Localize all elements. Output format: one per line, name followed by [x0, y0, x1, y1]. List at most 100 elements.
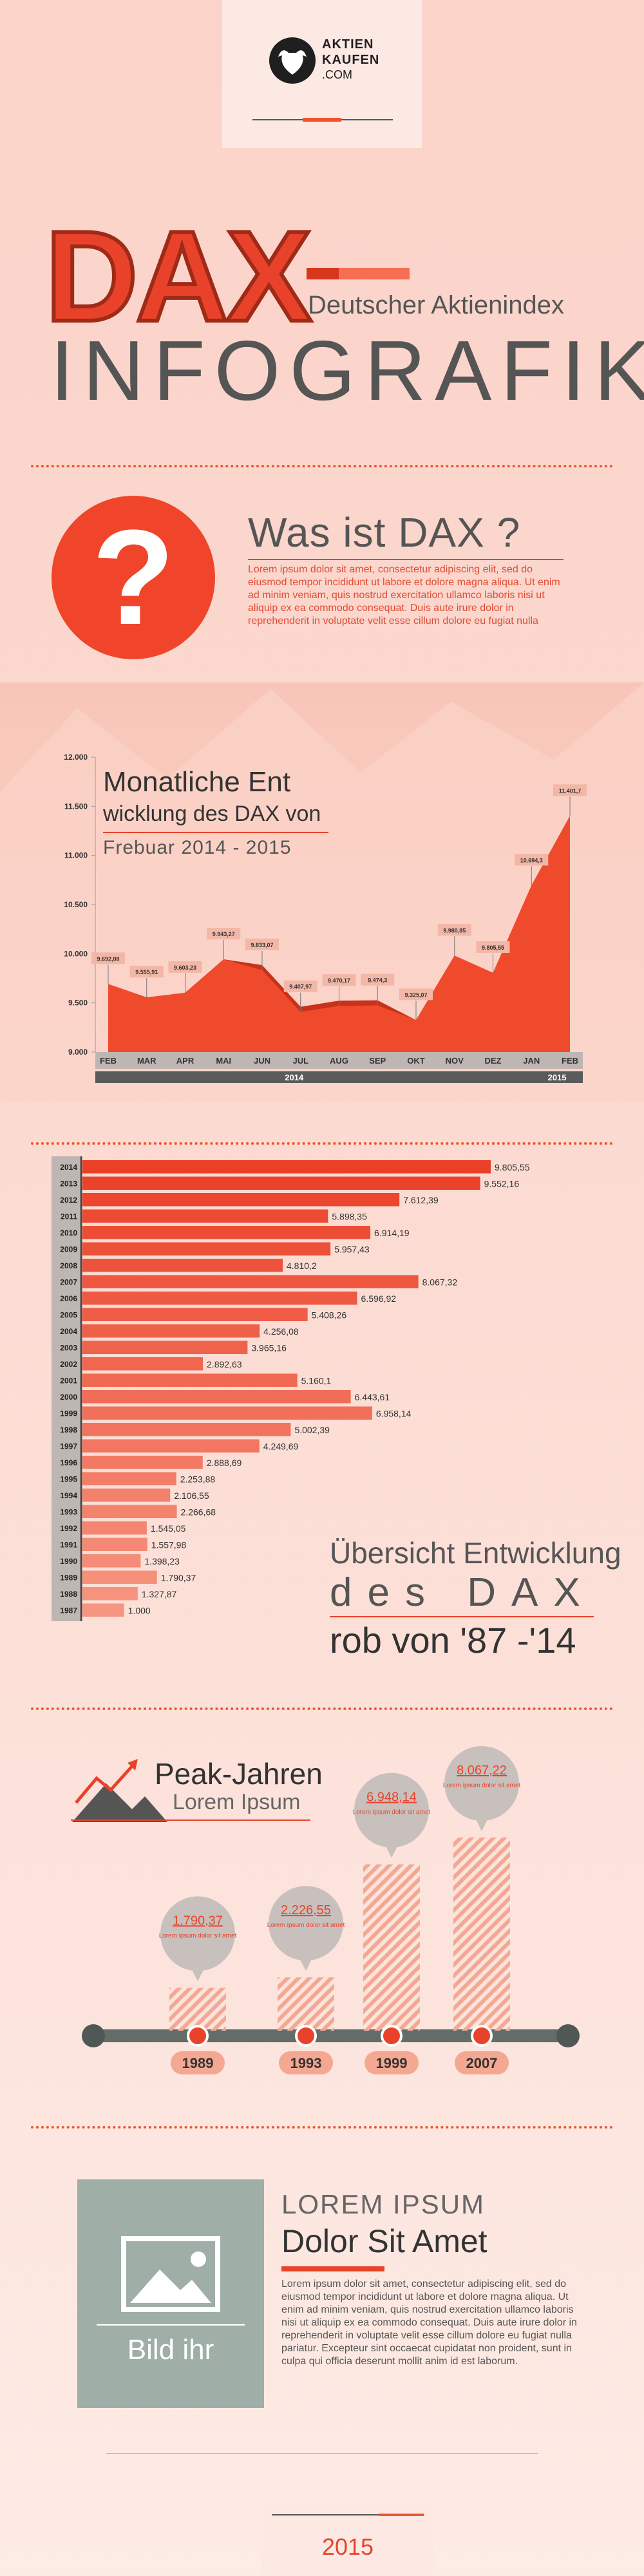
bar-value-label: 1.327,87	[142, 1589, 177, 1599]
chart-title-1: Monatliche Ent	[103, 766, 291, 798]
bar-category-label: 2012	[60, 1196, 77, 1205]
bar	[82, 1373, 298, 1387]
peak-subtitle: Lorem Ipsum	[173, 1790, 301, 1814]
year-pill-label: 1989	[182, 2055, 214, 2071]
bar	[82, 1406, 372, 1420]
peak-bar	[278, 1977, 334, 2031]
bar-category-label: 2005	[60, 1310, 77, 1319]
title-accent-bar-dark	[307, 268, 339, 279]
bar	[82, 1176, 480, 1190]
bar-category-label: 2006	[60, 1294, 77, 1303]
overview-underline	[330, 1616, 594, 1617]
data-label: 9.980,85	[443, 927, 466, 934]
subtitle: Deutscher Aktienindex	[308, 291, 565, 319]
peak-value: 2.226,55	[281, 1903, 331, 1917]
bar	[82, 1292, 357, 1305]
bar	[82, 1340, 248, 1354]
image-placeholder	[77, 2179, 264, 2408]
bar-category-label: 2008	[60, 1261, 77, 1270]
dax-title: DAX	[43, 205, 314, 348]
bar	[82, 1505, 177, 1518]
mountain-icon	[72, 1783, 167, 1822]
year-label: 2015	[548, 1073, 567, 1082]
bar	[82, 1226, 371, 1239]
year-pill	[279, 2051, 333, 2074]
bar	[82, 1209, 328, 1223]
peak-bubble	[444, 1746, 519, 1821]
data-label-box	[129, 966, 164, 978]
data-label-box	[283, 980, 317, 992]
trend-arrowhead-icon	[128, 1759, 138, 1771]
bar-category-label: 2000	[60, 1393, 77, 1402]
x-tick-label: JUN	[254, 1056, 270, 1066]
bar	[82, 1439, 260, 1453]
year-pill-label: 1999	[376, 2055, 408, 2071]
bar	[82, 1570, 157, 1584]
data-label: 9.805,55	[482, 945, 504, 951]
peak-value: 8.067,22	[457, 1763, 507, 1778]
timeline-end	[556, 2024, 580, 2047]
bar-value-label: 5.002,39	[294, 1425, 330, 1435]
bar-value-label: 5.957,43	[334, 1244, 370, 1254]
dotted-divider	[31, 465, 613, 467]
bar-value-label: 2.888,69	[207, 1458, 242, 1468]
bar	[82, 1603, 124, 1617]
x-tick-label: DEZ	[485, 1056, 502, 1066]
bar-value-label: 6.914,19	[374, 1228, 410, 1238]
data-label: 10.694,3	[520, 857, 543, 863]
data-label-box	[437, 924, 471, 936]
bar	[82, 1390, 351, 1404]
bar-category-label: 1989	[60, 1573, 77, 1582]
was-ist-body: Lorem ipsum dolor sit amet, consectetur …	[248, 564, 560, 626]
bar-category-label: 2002	[60, 1360, 77, 1369]
peak-bubble-tail	[475, 1818, 488, 1831]
peak-bubble-text: Lorem ipsum dolor sit amet	[267, 1922, 345, 1929]
overview-title-3: rob von '87 -'14	[330, 1620, 576, 1660]
peak-bubble-tail	[191, 1968, 204, 1982]
monthly-chart: 12.000 11.500 11.000 10.500 10.000 9.500 9.000…	[64, 753, 587, 1083]
data-label: 9.692,08	[97, 955, 119, 962]
bar-value-label: 5.898,35	[332, 1211, 367, 1221]
question-mark-icon: ?	[91, 502, 175, 653]
data-label: 9.833,07	[251, 942, 273, 948]
y-tick-label: 11.000	[64, 851, 88, 860]
logo-card	[222, 0, 422, 148]
bar-category-label: 1999	[60, 1409, 77, 1418]
data-label: 9.407,97	[289, 984, 312, 990]
year-pill	[171, 2051, 225, 2074]
logo-line-2: KAUFEN	[322, 53, 380, 67]
x-tick-label: JAN	[523, 1056, 540, 1066]
bar-value-label: 6.596,92	[361, 1293, 397, 1304]
bar-value-label: 2.106,55	[174, 1490, 209, 1501]
bar-category-label: 2003	[60, 1343, 77, 1352]
data-label-box	[476, 941, 510, 954]
x-tick-label: FEB	[562, 1056, 578, 1066]
bar-value-label: 6.958,14	[376, 1408, 412, 1418]
lorem-heading-2: Dolor Sit Amet	[281, 2223, 488, 2259]
peak-bubble-text: Lorem ipsum dolor sit amet	[443, 1782, 521, 1789]
bar	[82, 1521, 147, 1535]
x-tick-label: MAR	[137, 1056, 156, 1066]
peak-bubble-text: Lorem ipsum dolor sit amet	[159, 1932, 237, 1939]
timeline-node	[471, 2025, 493, 2047]
bar-value-label: 1.790,37	[161, 1572, 196, 1583]
bar-category-label: 1996	[60, 1458, 77, 1467]
data-label: 9.555,91	[135, 969, 158, 975]
peak-underline	[71, 1819, 310, 1821]
x-tick-label: JUL	[292, 1056, 308, 1066]
year-label: 2014	[285, 1073, 304, 1082]
image-icon	[97, 2236, 245, 2326]
bar-value-label: 3.965,16	[251, 1342, 287, 1353]
infografik-heading: INFOGRAFIK	[50, 323, 644, 418]
lorem-accent-bar	[281, 2266, 384, 2271]
bar-category-label: 1998	[60, 1425, 77, 1434]
bar-value-label: 4.249,69	[263, 1441, 299, 1451]
x-tick-label: APR	[176, 1056, 194, 1066]
dotted-divider	[31, 1142, 613, 1145]
bar-value-label: 2.892,63	[207, 1359, 242, 1369]
peak-value: 1.790,37	[173, 1913, 223, 1928]
yearly-bar-chart: 2014 9.805,55 2013 9.552,16 2012 7.612,39 2011…	[52, 1156, 530, 1621]
peak-years-chart: 1.790,37 Lorem ipsum dolor sit amet 1989 2.…	[72, 1746, 580, 2074]
bar	[82, 1193, 400, 1207]
y-tick-label: 10.500	[64, 900, 88, 909]
